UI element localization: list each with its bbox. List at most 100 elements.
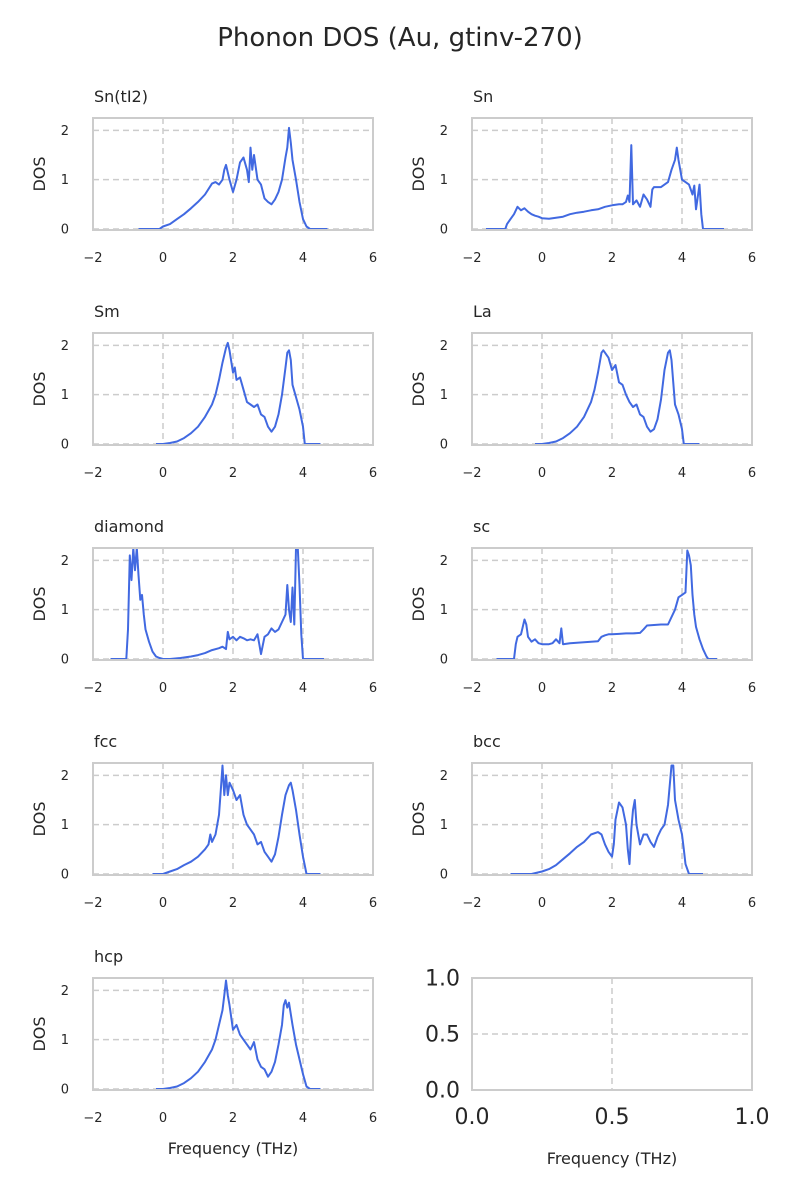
y-tick-label: 0 xyxy=(61,438,69,453)
y-axis-label: DOS xyxy=(30,156,49,191)
panel-title: Sn xyxy=(473,87,493,106)
y-tick-label: 2 xyxy=(61,339,69,354)
axes-frame xyxy=(471,332,753,446)
y-axis-label: DOS xyxy=(30,1016,49,1051)
y-axis-label: DOS xyxy=(409,371,428,406)
dos-line xyxy=(486,144,724,230)
x-tick-label: −2 xyxy=(462,681,481,696)
y-tick-label: 0 xyxy=(440,653,448,668)
x-tick-label: 4 xyxy=(678,251,686,266)
y-tick-label: 1 xyxy=(61,173,69,188)
y-tick-label: 1 xyxy=(440,173,448,188)
axes-frame xyxy=(471,977,753,1091)
axes-frame xyxy=(92,547,374,661)
y-tick-label: 1 xyxy=(61,818,69,833)
y-tick-label: 1 xyxy=(61,1033,69,1048)
axes-frame xyxy=(92,977,374,1091)
dos-line xyxy=(156,979,321,1090)
x-tick-label: 4 xyxy=(299,681,307,696)
x-tick-label: 6 xyxy=(748,681,756,696)
y-tick-label: 1 xyxy=(440,603,448,618)
panel-diamond: −2 0 2 4 6 0 1 2 diamond DOS xyxy=(30,517,377,696)
panel-Sn: −2 0 2 4 6 0 1 2 Sn DOS xyxy=(409,87,756,266)
x-tick-label: −2 xyxy=(83,466,102,481)
figure-title: Phonon DOS (Au, gtinv-270) xyxy=(217,23,583,53)
y-tick-label: 1.0 xyxy=(425,967,460,992)
x-tick-label: 2 xyxy=(229,681,237,696)
x-tick-label: 6 xyxy=(369,681,377,696)
panel-title: bcc xyxy=(473,732,501,751)
x-tick-label: −2 xyxy=(83,1111,102,1126)
axes-frame xyxy=(471,547,753,661)
x-tick-label: −2 xyxy=(462,466,481,481)
panel-empty: 0.0 0.5 1.0 0.0 0.5 1.0 Frequency (THz) xyxy=(425,967,770,1168)
x-tick-label: 6 xyxy=(748,251,756,266)
x-tick-label: 4 xyxy=(299,1111,307,1126)
panel-title: hcp xyxy=(94,947,123,966)
y-tick-label: 2 xyxy=(440,124,448,139)
y-tick-label: 2 xyxy=(61,124,69,139)
y-axis-label: DOS xyxy=(30,801,49,836)
x-tick-label: 0.0 xyxy=(455,1105,490,1130)
x-tick-label: 0 xyxy=(159,681,167,696)
x-tick-label: 4 xyxy=(299,466,307,481)
x-tick-label: 6 xyxy=(369,1111,377,1126)
y-tick-label: 0 xyxy=(61,223,69,238)
x-axis-label: Frequency (THz) xyxy=(547,1149,677,1168)
panels: −2 0 2 4 6 0 1 2 Sn(tI2) DOS −2 0 2 4 6 0 1 2 Sn DOS −2 0 2 4 6 0… xyxy=(30,87,770,1168)
y-tick-label: 0 xyxy=(61,1083,69,1098)
panel-Sn(tI2): −2 0 2 4 6 0 1 2 Sn(tI2) DOS xyxy=(30,87,377,266)
panel-title: Sm xyxy=(94,302,120,321)
x-tick-label: 4 xyxy=(678,681,686,696)
y-tick-label: 1 xyxy=(61,388,69,403)
panel-title: La xyxy=(473,302,492,321)
y-tick-label: 0.0 xyxy=(425,1079,460,1104)
dos-line xyxy=(535,349,700,445)
axes-frame xyxy=(471,762,753,876)
x-tick-label: 2 xyxy=(229,1111,237,1126)
x-tick-label: 0.5 xyxy=(595,1105,630,1130)
x-tick-label: −2 xyxy=(83,681,102,696)
dos-line xyxy=(138,126,328,230)
y-tick-label: 0.5 xyxy=(425,1023,460,1048)
x-tick-label: 0 xyxy=(538,896,546,911)
y-axis-label: DOS xyxy=(30,371,49,406)
y-axis-label: DOS xyxy=(409,586,428,621)
x-tick-label: 2 xyxy=(229,466,237,481)
y-axis-label: DOS xyxy=(30,586,49,621)
panel-La: −2 0 2 4 6 0 1 2 La DOS xyxy=(409,302,756,481)
x-tick-label: 6 xyxy=(369,466,377,481)
axes-frame xyxy=(471,117,753,231)
x-tick-label: 0 xyxy=(159,896,167,911)
y-tick-label: 1 xyxy=(440,818,448,833)
x-tick-label: 6 xyxy=(748,896,756,911)
axes-frame xyxy=(92,762,374,876)
y-axis-label: DOS xyxy=(409,156,428,191)
dos-line xyxy=(152,764,321,875)
y-tick-label: 2 xyxy=(440,339,448,354)
x-tick-label: 6 xyxy=(369,251,377,266)
x-tick-label: 2 xyxy=(608,466,616,481)
y-tick-label: 2 xyxy=(61,984,69,999)
x-tick-label: 6 xyxy=(369,896,377,911)
y-tick-label: 2 xyxy=(440,769,448,784)
y-tick-label: 0 xyxy=(61,653,69,668)
panel-bcc: −2 0 2 4 6 0 1 2 bcc DOS xyxy=(409,732,756,911)
x-tick-label: 0 xyxy=(538,466,546,481)
x-tick-label: 0 xyxy=(538,251,546,266)
y-tick-label: 2 xyxy=(440,554,448,569)
x-tick-label: 2 xyxy=(608,896,616,911)
x-tick-label: 6 xyxy=(748,466,756,481)
dos-line xyxy=(510,764,703,875)
x-tick-label: 2 xyxy=(229,896,237,911)
x-tick-label: 4 xyxy=(678,466,686,481)
panel-title: fcc xyxy=(94,732,117,751)
panel-fcc: −2 0 2 4 6 0 1 2 fcc DOS xyxy=(30,732,377,911)
dos-line xyxy=(496,549,717,660)
x-tick-label: 4 xyxy=(299,251,307,266)
y-tick-label: 0 xyxy=(440,438,448,453)
x-tick-label: 2 xyxy=(229,251,237,266)
dos-line xyxy=(156,341,321,445)
